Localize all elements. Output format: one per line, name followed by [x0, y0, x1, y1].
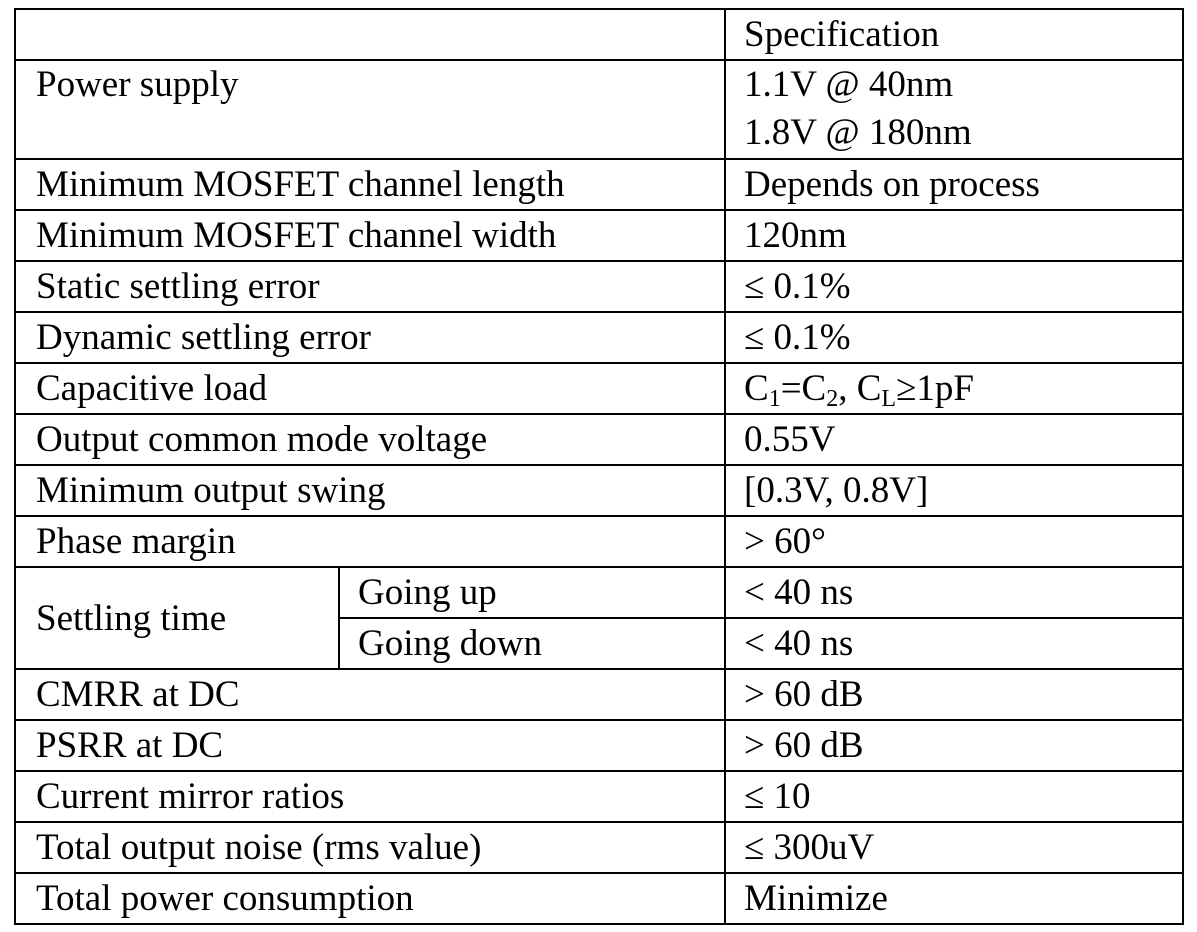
- table-row-output-cm-voltage: Output common mode voltage 0.55V: [14, 413, 1184, 466]
- table-header-row: Specification: [14, 8, 1184, 61]
- parameter-cell: Power supply: [14, 59, 726, 160]
- header-parameter-cell: [14, 8, 726, 61]
- spec-cell: [0.3V, 0.8V]: [724, 464, 1184, 517]
- parameter-cell: Current mirror ratios: [14, 770, 726, 823]
- cap-subscript-1: 1: [768, 386, 781, 412]
- parameter-cell: Total power consumption: [14, 872, 726, 925]
- spec-cell: ≤ 0.1%: [724, 260, 1184, 313]
- parameter-cell: Static settling error: [14, 260, 726, 313]
- spec-cell: ≤ 0.1%: [724, 311, 1184, 364]
- table-row-static-settling-error: Static settling error ≤ 0.1%: [14, 260, 1184, 313]
- table-row-settling-time-up: Settling time Going up < 40 ns: [14, 566, 1184, 670]
- table-row-min-output-swing: Minimum output swing [0.3V, 0.8V]: [14, 464, 1184, 517]
- parameter-cell: Capacitive load: [14, 362, 726, 415]
- table-row-total-output-noise: Total output noise (rms value) ≤ 300uV: [14, 821, 1184, 874]
- parameter-cell: PSRR at DC: [14, 719, 726, 772]
- table-row-current-mirror-ratios: Current mirror ratios ≤ 10: [14, 770, 1184, 823]
- table-row-psrr: PSRR at DC > 60 dB: [14, 719, 1184, 772]
- spec-cell: Minimize: [724, 872, 1184, 925]
- parameter-cell: Minimum MOSFET channel width: [14, 209, 726, 262]
- cap-subscript-2: 2: [826, 386, 839, 412]
- parameter-cell: Phase margin: [14, 515, 726, 568]
- parameter-cell: Dynamic settling error: [14, 311, 726, 364]
- table-row-capacitive-load: Capacitive load C1=C2, CL≥1pF: [14, 362, 1184, 415]
- spec-cell: ≤ 300uV: [724, 821, 1184, 874]
- table-row-dynamic-settling-error: Dynamic settling error ≤ 0.1%: [14, 311, 1184, 364]
- cap-comma: , C: [838, 368, 882, 409]
- parameter-cell: Settling time: [14, 566, 340, 670]
- parameter-cell: Minimum output swing: [14, 464, 726, 517]
- table-row-settling-time-down: Going down < 40 ns: [15, 617, 1184, 670]
- spec-cell: > 60 dB: [724, 668, 1184, 721]
- spec-value-line2: 1.8V @ 180nm: [744, 112, 972, 153]
- cap-subscript-l: L: [881, 386, 897, 412]
- table-row-power-supply: Power supply 1.1V @ 40nm 1.8V @ 180nm: [14, 59, 1184, 160]
- spec-cell: Depends on process: [724, 158, 1184, 211]
- table-row-phase-margin: Phase margin > 60°: [14, 515, 1184, 568]
- spec-cell: ≤ 10: [724, 770, 1184, 823]
- parameter-label: Power supply: [36, 64, 239, 105]
- spec-cell: > 60 dB: [724, 719, 1184, 772]
- spec-cell: < 40 ns: [724, 617, 1184, 670]
- spec-cell: 1.1V @ 40nm 1.8V @ 180nm: [724, 59, 1184, 160]
- table-row-min-channel-width: Minimum MOSFET channel width 120nm: [14, 209, 1184, 262]
- cap-eq: =C: [780, 368, 827, 409]
- header-specification-cell: Specification: [724, 8, 1184, 61]
- spec-cell: > 60°: [724, 515, 1184, 568]
- specification-table: Specification Power supply 1.1V @ 40nm 1…: [14, 8, 1184, 925]
- spec-cell: 120nm: [724, 209, 1184, 262]
- spec-value-line1: 1.1V @ 40nm: [744, 64, 954, 105]
- parameter-cell: Minimum MOSFET channel length: [14, 158, 726, 211]
- parameter-cell: Output common mode voltage: [14, 413, 726, 466]
- sub-parameter-cell: Going down: [338, 617, 726, 670]
- spec-cell: 0.55V: [724, 413, 1184, 466]
- spec-cell: < 40 ns: [724, 566, 1184, 619]
- sub-parameter-cell: Going up: [338, 566, 726, 619]
- table-row-min-channel-length: Minimum MOSFET channel length Depends on…: [14, 158, 1184, 211]
- cap-tail: ≥1pF: [896, 368, 974, 409]
- spec-cell: C1=C2, CL≥1pF: [724, 362, 1184, 415]
- parameter-cell: CMRR at DC: [14, 668, 726, 721]
- cap-c: C: [744, 368, 769, 409]
- table-row-total-power: Total power consumption Minimize: [14, 872, 1184, 925]
- table-row-cmrr: CMRR at DC > 60 dB: [14, 668, 1184, 721]
- parameter-cell: Total output noise (rms value): [14, 821, 726, 874]
